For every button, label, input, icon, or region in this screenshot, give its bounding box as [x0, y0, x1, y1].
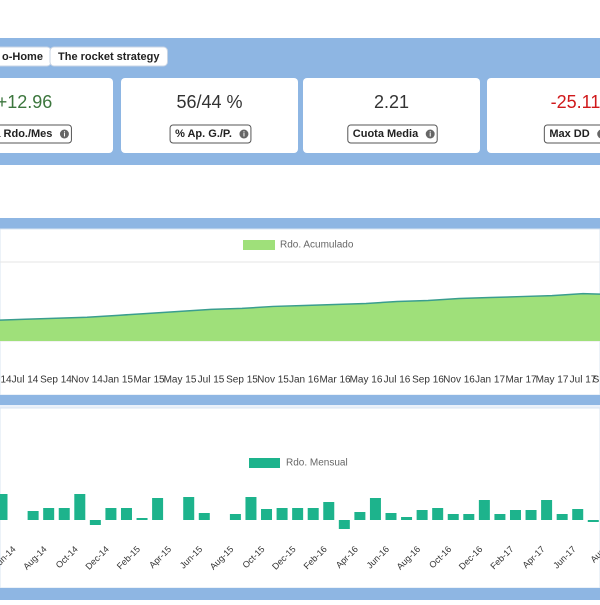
area-line	[0, 292, 600, 321]
bar	[463, 514, 475, 520]
bar	[525, 510, 537, 520]
bar	[369, 498, 381, 520]
bar	[323, 502, 335, 520]
bar	[89, 520, 101, 525]
x-tick-label: Jan 17	[475, 375, 505, 386]
stat-value: 56/44 %	[176, 92, 242, 112]
x-tick-label: Jul 16	[384, 375, 411, 386]
x-tick-label: Mar 15	[133, 375, 165, 386]
bar	[58, 508, 70, 520]
stat-label-box	[169, 124, 252, 144]
x-tick-label: May 16	[350, 375, 383, 386]
panel-gap	[0, 405, 600, 408]
bar	[152, 498, 164, 520]
x-tick-label: S	[593, 375, 600, 386]
x-tick-label: Mar 16	[319, 375, 351, 386]
bar	[261, 509, 273, 520]
stat-label: Max DD	[549, 128, 589, 140]
bar	[0, 494, 8, 520]
legend-label: Rdo. Acumulado	[280, 240, 354, 251]
bar	[478, 500, 490, 520]
bar	[292, 508, 304, 520]
bar	[74, 494, 86, 520]
bar	[416, 510, 428, 520]
bar	[245, 497, 257, 520]
bar	[385, 513, 397, 520]
bar	[198, 513, 210, 520]
x-tick-label: Jan 15	[103, 375, 133, 386]
bar	[556, 514, 568, 520]
x-tick-label: May 17	[536, 375, 569, 386]
bar	[27, 511, 39, 520]
info-icon-glyph: i	[243, 131, 245, 138]
bar	[338, 520, 350, 529]
panel-bar	[0, 395, 600, 405]
stat-label-box	[347, 124, 438, 144]
x-tick-label: Nov 16	[443, 375, 475, 386]
info-icon	[239, 129, 249, 139]
bar	[43, 508, 55, 520]
x-tick-label: Nov 14	[71, 375, 103, 386]
x-tick-label: Aug-	[588, 544, 600, 565]
stat-label-box	[0, 124, 72, 144]
x-tick-label: May 15	[164, 375, 197, 386]
strategy-tag-label: o-Home	[2, 51, 43, 63]
stat-label: dia Rdo./Mes	[0, 128, 52, 140]
panel-bar	[0, 218, 600, 229]
bar	[276, 508, 288, 520]
bar	[354, 512, 366, 520]
info-icon-glyph: i	[63, 131, 65, 138]
info-icon-glyph: i	[429, 131, 431, 138]
bar	[509, 510, 521, 520]
bar	[494, 514, 506, 520]
stat-value: -25.11	[551, 92, 600, 112]
stat-label-box	[543, 124, 600, 144]
panel-bar	[0, 588, 600, 600]
bar	[447, 514, 459, 520]
bar	[307, 508, 319, 520]
x-tick-label: 14	[0, 375, 12, 386]
legend-label: Rdo. Mensual	[286, 458, 348, 469]
bar	[136, 518, 148, 520]
x-tick-label: Nov 15	[257, 375, 289, 386]
legend-swatch	[243, 240, 275, 250]
info-icon	[597, 129, 600, 139]
x-tick-label: Sep 16	[412, 375, 444, 386]
x-tick-label: Sep 15	[226, 375, 258, 386]
area	[0, 293, 600, 341]
bar	[541, 500, 553, 520]
bar	[229, 514, 241, 520]
bar	[105, 508, 117, 520]
strategy-tag[interactable]	[49, 46, 168, 67]
stat-value: 2.21	[374, 92, 409, 112]
chart-panel	[0, 407, 600, 589]
x-tick-label: Jan 16	[289, 375, 319, 386]
bar	[183, 497, 195, 520]
x-tick-label: Mar 17	[505, 375, 537, 386]
legend-swatch	[249, 458, 280, 468]
stat-value: +12.96	[0, 92, 52, 112]
x-tick-label: Jul 17	[570, 375, 597, 386]
x-tick-label: Jul 15	[198, 375, 225, 386]
info-icon	[425, 129, 435, 139]
bar	[120, 508, 132, 520]
strategy-tag-label: The rocket strategy	[58, 51, 160, 63]
bar	[432, 508, 444, 520]
stat-label: Cuota Media	[353, 128, 419, 140]
info-icon	[59, 129, 69, 139]
stat-card	[121, 78, 298, 153]
x-tick-label: Sep 14	[40, 375, 72, 386]
stat-label: % Ap. G./P.	[175, 128, 232, 140]
bar	[587, 520, 599, 522]
bar	[401, 517, 413, 520]
bar	[572, 509, 584, 520]
x-tick-label: Jul 14	[12, 375, 39, 386]
